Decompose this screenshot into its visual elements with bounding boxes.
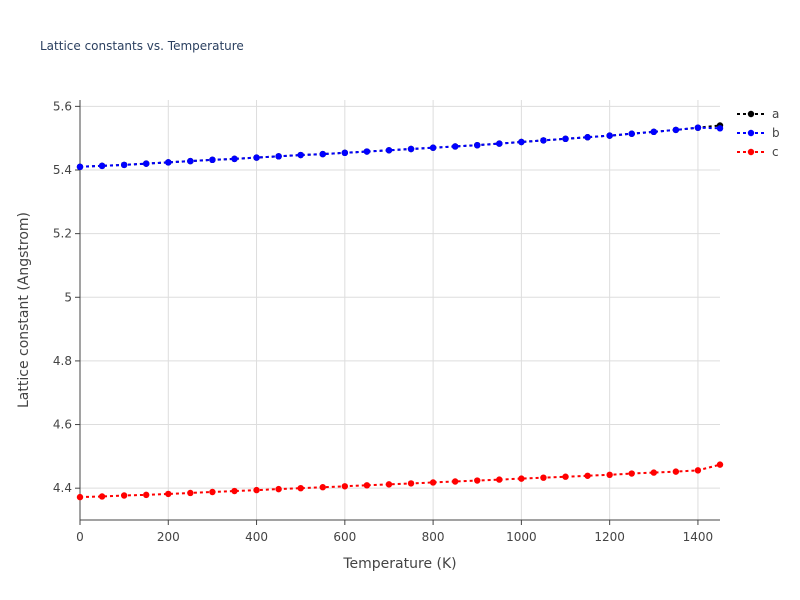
series-a xyxy=(76,122,724,171)
data-point-b xyxy=(319,150,326,158)
data-point-c xyxy=(474,477,481,484)
legend-label-a: a xyxy=(772,107,779,121)
data-point-b xyxy=(297,151,304,159)
data-point-c xyxy=(451,478,459,485)
y-tick-label: 4.6 xyxy=(53,418,72,432)
series-line-c xyxy=(79,463,721,499)
data-point-b xyxy=(275,153,282,160)
data-point-c xyxy=(694,467,702,474)
data-point-b xyxy=(672,126,680,134)
data-point-b xyxy=(694,124,702,131)
data-point-c xyxy=(518,475,525,482)
data-point-c xyxy=(209,488,216,496)
series-c xyxy=(76,461,724,501)
data-point-c xyxy=(385,481,393,488)
data-point-b xyxy=(120,161,128,169)
data-point-c xyxy=(275,485,282,493)
legend-label-b: b xyxy=(772,126,780,140)
data-point-b xyxy=(231,155,238,163)
y-tick-label: 5.6 xyxy=(53,99,72,113)
x-tick-label: 400 xyxy=(245,530,268,544)
x-tick-label: 1400 xyxy=(683,530,714,544)
data-point-c xyxy=(143,491,150,499)
chart-title: Lattice constants vs. Temperature xyxy=(40,39,244,53)
data-point-c xyxy=(319,484,326,491)
data-point-c xyxy=(341,483,349,490)
x-tick-label: 1000 xyxy=(506,530,537,544)
x-tick-label: 0 xyxy=(76,530,84,544)
legend-marker-b xyxy=(747,129,755,137)
data-point-c xyxy=(407,480,415,487)
data-point-b xyxy=(540,137,547,144)
y-tick-label: 5.2 xyxy=(53,227,72,241)
data-point-b xyxy=(518,138,525,146)
data-point-b xyxy=(363,148,371,155)
data-point-b xyxy=(451,143,459,150)
x-tick-label: 200 xyxy=(157,530,180,544)
legend-label-c: c xyxy=(772,145,779,159)
data-point-b xyxy=(429,144,437,151)
series-line-a xyxy=(79,124,721,168)
data-point-b xyxy=(253,154,260,161)
data-point-c xyxy=(120,492,128,499)
data-point-c xyxy=(76,493,84,501)
data-point-b xyxy=(143,160,150,167)
plot-area xyxy=(76,122,724,501)
data-point-c xyxy=(540,474,547,481)
y-tick-label: 5 xyxy=(64,290,72,304)
axes: 0 200 400 600 800 1000 1200 1400 4.4 4.6 4.8 5 5.2 5.… xyxy=(53,99,720,544)
data-point-c xyxy=(716,461,724,468)
data-point-c xyxy=(628,470,635,477)
x-axis-title: Temperature (K) xyxy=(342,556,456,572)
data-point-c xyxy=(672,468,680,475)
series-line-b xyxy=(79,126,721,168)
y-tick-label: 5.4 xyxy=(53,163,72,177)
data-point-c xyxy=(253,486,260,494)
legend[interactable]: abc xyxy=(737,107,780,159)
data-point-b xyxy=(628,130,635,137)
y-tick-label: 4.4 xyxy=(53,481,72,495)
data-point-b xyxy=(562,135,569,143)
data-point-b xyxy=(650,128,657,136)
data-point-c xyxy=(363,482,371,489)
data-point-b xyxy=(209,156,216,164)
data-point-c xyxy=(187,489,194,497)
data-point-b xyxy=(341,149,349,157)
legend-item-c[interactable]: c xyxy=(737,145,779,159)
data-point-b xyxy=(98,162,106,170)
data-point-c xyxy=(165,490,172,498)
y-axis-title: Lattice constant (Angstrom) xyxy=(16,212,32,408)
x-tick-label: 600 xyxy=(333,530,356,544)
data-point-c xyxy=(231,487,238,495)
series-b xyxy=(76,124,724,171)
legend-item-a[interactable]: a xyxy=(737,107,779,121)
data-point-b xyxy=(584,134,591,141)
legend-marker-a xyxy=(747,110,755,118)
data-point-c xyxy=(429,479,437,486)
data-point-c xyxy=(606,471,613,479)
data-point-c xyxy=(297,484,304,492)
data-point-b xyxy=(474,141,481,149)
grid xyxy=(80,100,720,520)
y-tick-label: 4.8 xyxy=(53,354,72,368)
data-point-c xyxy=(584,472,591,479)
legend-item-b[interactable]: b xyxy=(737,126,780,140)
data-point-b xyxy=(496,140,503,147)
data-point-b xyxy=(76,163,84,171)
data-point-b xyxy=(716,125,724,132)
legend-marker-c xyxy=(747,148,755,156)
x-tick-label: 1200 xyxy=(594,530,625,544)
x-tick-label: 800 xyxy=(422,530,445,544)
data-point-c xyxy=(98,493,106,500)
data-point-b xyxy=(385,147,393,154)
data-point-c xyxy=(650,469,657,476)
data-point-c xyxy=(562,473,569,480)
data-point-b xyxy=(407,145,415,153)
data-point-b xyxy=(165,159,172,166)
data-point-c xyxy=(496,476,503,483)
data-point-b xyxy=(187,157,194,165)
data-point-b xyxy=(606,132,613,139)
